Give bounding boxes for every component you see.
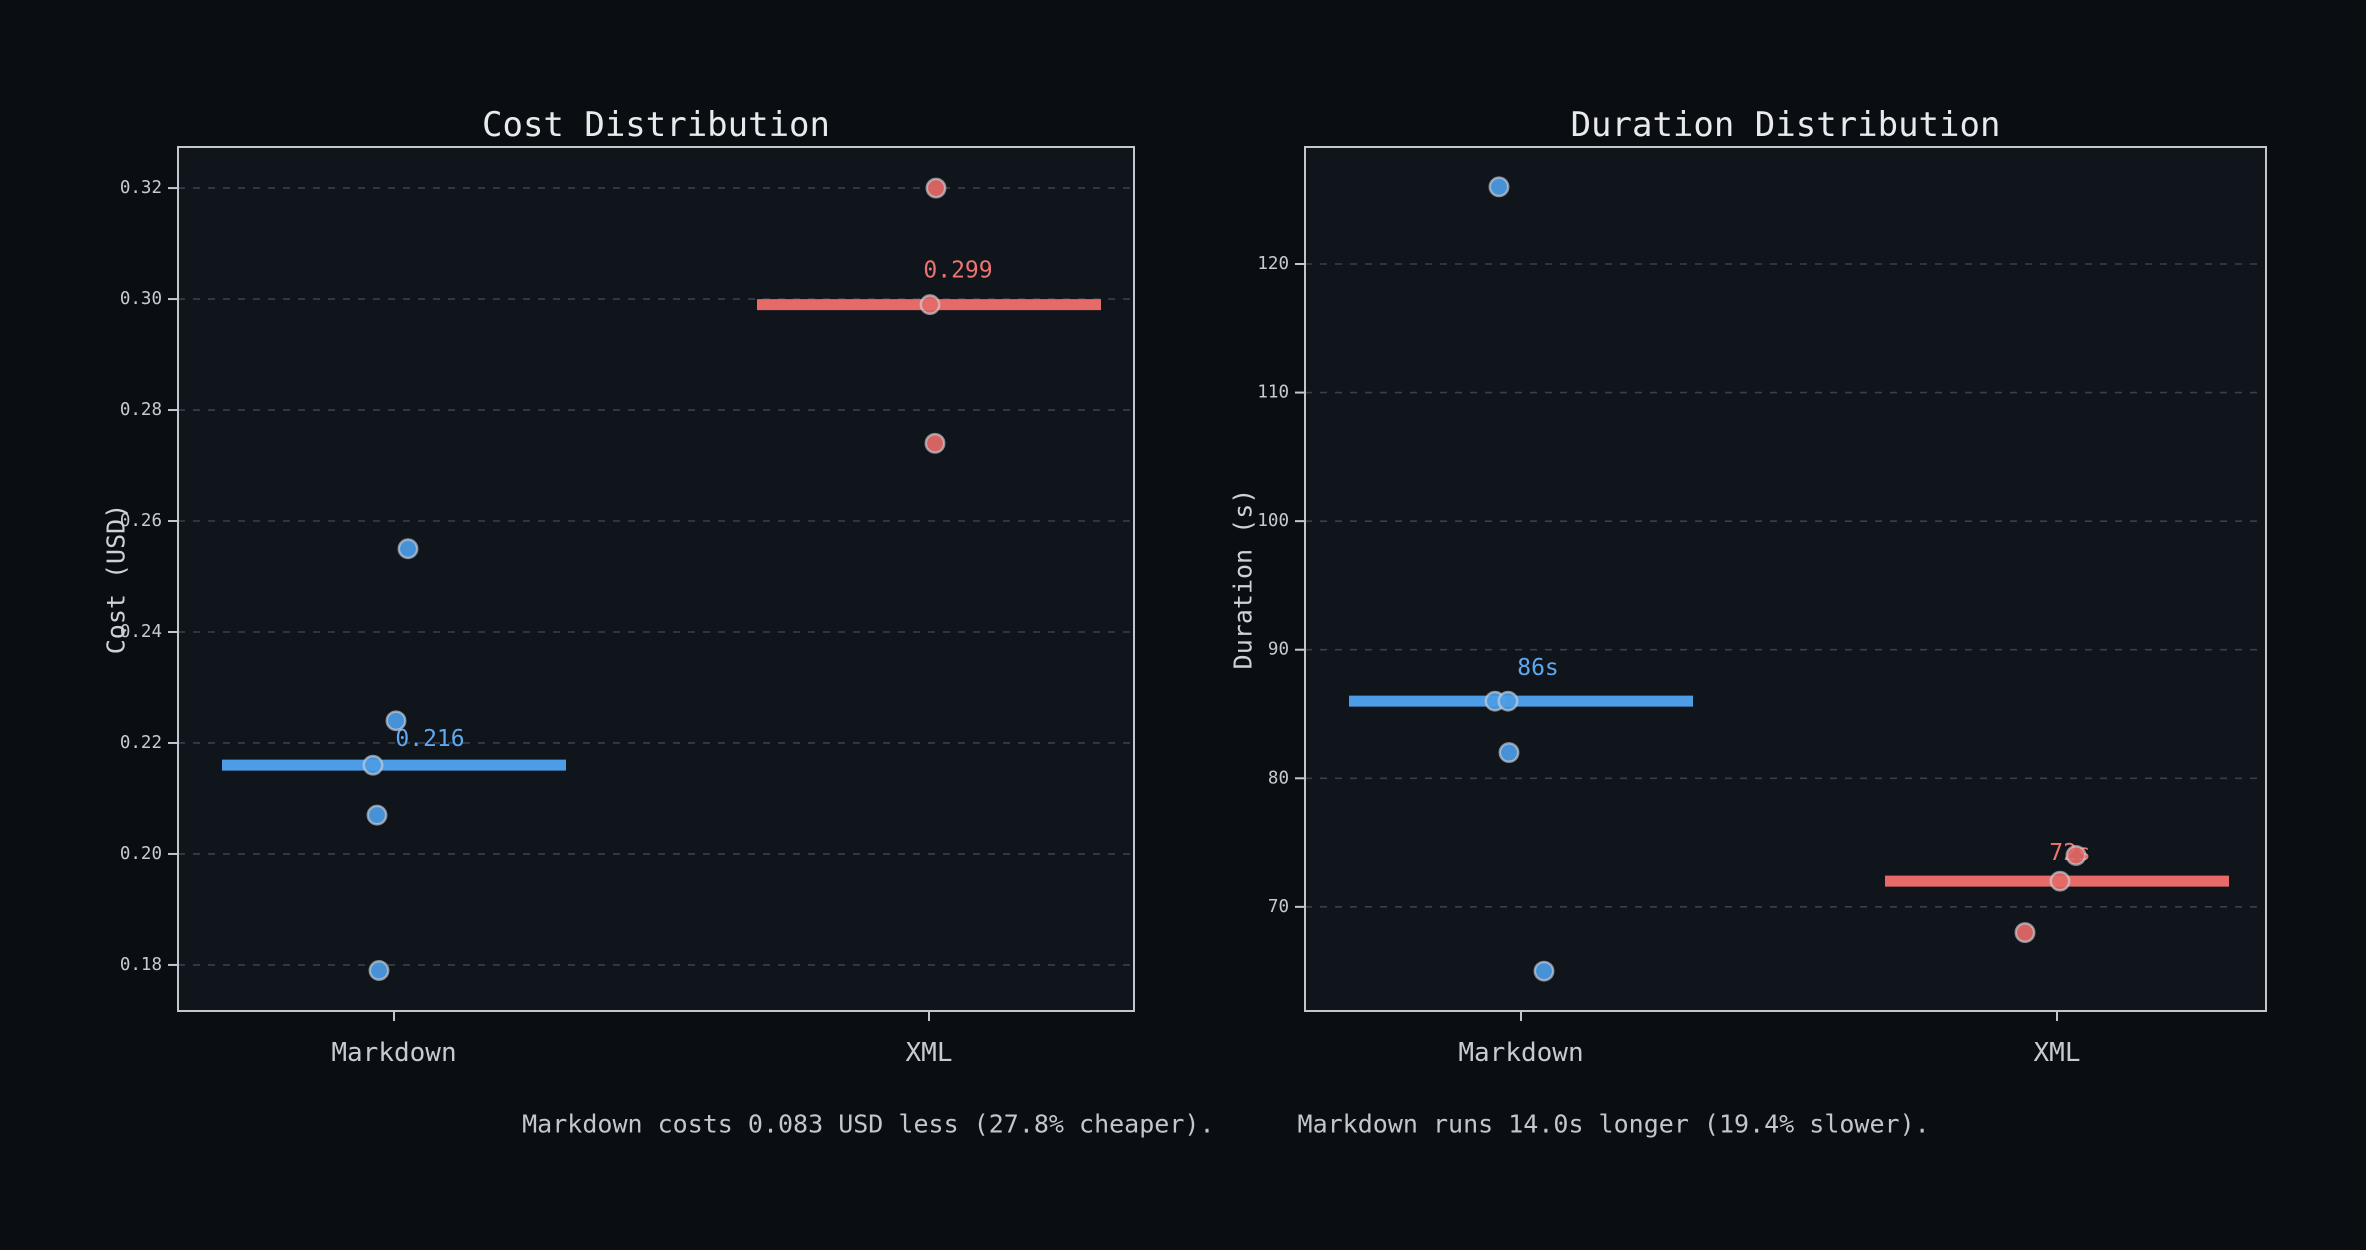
y-tick-label: 120: [1257, 254, 1289, 274]
y-tick-label: 0.30: [120, 289, 162, 309]
y-tick-label: 0.18: [120, 955, 162, 975]
data-point: [368, 960, 390, 981]
data-point: [1488, 176, 1510, 198]
data-point: [2049, 870, 2071, 892]
data-point: [397, 538, 419, 560]
y-tick-label: 70: [1268, 897, 1289, 917]
data-point: [919, 294, 941, 316]
data-point: [1498, 742, 1520, 764]
y-tick-label: 0.28: [120, 400, 162, 420]
data-point: [362, 754, 384, 776]
x-tick-label: XML: [906, 1038, 953, 1068]
y-tick-label: 100: [1257, 511, 1289, 531]
data-point: [385, 710, 407, 732]
y-tick-label: 110: [1257, 383, 1289, 403]
chart-1: 708090100110120MarkdownXML86s72sDuration…: [1229, 105, 2267, 1068]
y-tick-label: 0.22: [120, 733, 162, 753]
x-tick-label: Markdown: [1458, 1038, 1583, 1068]
chart-0: 0.18 0.20 0.22 0.24 0.26 0.28 0.30 0.32 Markdown…: [102, 105, 1135, 1068]
data-point: [366, 804, 388, 826]
y-axis-label: Cost (USD): [102, 504, 131, 655]
median-annotation: 86s: [1517, 655, 1559, 681]
chart-title: Cost Distribution: [482, 105, 830, 145]
y-tick-label: 0.26: [120, 511, 162, 531]
data-point: [1497, 690, 1519, 712]
y-tick-label: 0.20: [120, 844, 162, 864]
data-point: [1533, 960, 1555, 982]
y-tick-label: 0.32: [120, 178, 162, 198]
y-axis-label: Duration (s): [1229, 489, 1258, 670]
chart-title: Duration Distribution: [1571, 105, 2001, 145]
y-tick-label: 0.24: [120, 622, 162, 642]
data-point: [925, 177, 947, 199]
median-annotation: 0.216: [395, 726, 464, 752]
plot-frame: [1304, 146, 2267, 1012]
median-annotation: 0.299: [923, 258, 992, 284]
y-tick-label: 80: [1268, 768, 1289, 788]
plot-area: [178, 147, 1134, 1011]
plot-area: [1305, 147, 2266, 1011]
data-point: [2065, 844, 2087, 866]
data-point: [924, 432, 946, 454]
y-tick-label: 90: [1268, 640, 1289, 660]
plot-frame: [177, 146, 1135, 1012]
x-tick-label: Markdown: [331, 1038, 456, 1068]
x-tick-label: XML: [2034, 1038, 2081, 1068]
data-point: [2014, 922, 2036, 944]
